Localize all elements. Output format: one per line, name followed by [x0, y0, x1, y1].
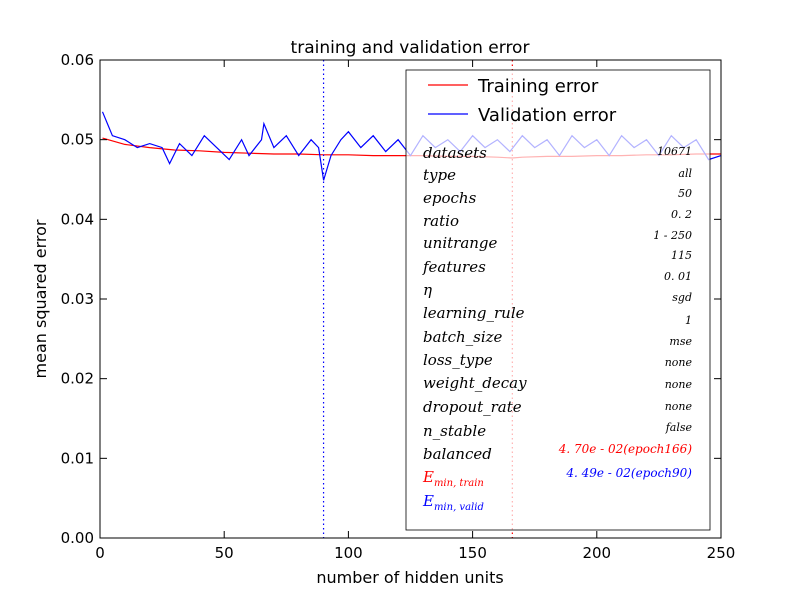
y-tick-label: 0.01 — [61, 449, 94, 467]
param-name-6: η — [423, 281, 432, 299]
param-value-13: false — [665, 421, 693, 434]
param-value-9: mse — [669, 335, 692, 348]
param-name-10: weight_decay — [423, 374, 527, 392]
chart-title: training and validation error — [291, 38, 530, 58]
y-tick-label: 0.02 — [61, 370, 94, 388]
y-tick-label: 0.03 — [61, 290, 94, 308]
param-value-5: 115 — [671, 249, 692, 262]
e-min-train-label: Emin, train — [422, 468, 484, 489]
y-tick-label: 0.06 — [61, 51, 94, 69]
tick-layer: 0 50 100 150 200 2500.000.010.020.030.040.050… — [61, 51, 736, 562]
param-value-2: 50 — [678, 187, 692, 200]
param-name-1: type — [423, 166, 456, 184]
e-min-valid-value: 4. 49e - 02(epoch90) — [565, 466, 692, 480]
param-name-7: learning_rule — [423, 304, 525, 322]
param-name-8: batch_size — [423, 328, 503, 346]
legend: Training error Validation error — [405, 69, 711, 531]
param-value-3: 0. 2 — [671, 208, 692, 221]
param-name-0: datasets — [423, 144, 487, 162]
param-value-8: 1 — [685, 314, 692, 327]
y-tick-label: 0.05 — [61, 131, 94, 149]
param-name-5: features — [422, 258, 486, 276]
param-value-12: none — [665, 400, 693, 413]
y-tick-label: 0.04 — [61, 210, 94, 228]
param-value-0: 10671 — [657, 145, 692, 158]
x-tick-label: 150 — [458, 544, 487, 562]
param-name-3: ratio — [423, 212, 459, 230]
param-name-13: balanced — [423, 445, 492, 463]
x-tick-label: 200 — [582, 544, 611, 562]
x-tick-label: 100 — [334, 544, 363, 562]
param-value-1: all — [678, 167, 692, 180]
param-value-10: none — [665, 356, 693, 369]
param-value-11: none — [665, 378, 693, 391]
x-axis-label: number of hidden units — [316, 568, 503, 587]
x-tick-label: 50 — [215, 544, 234, 562]
x-tick-label: 250 — [707, 544, 736, 562]
legend-training-label: Training error — [477, 76, 599, 97]
param-value-7: sgd — [672, 291, 692, 304]
e-min-train-value: 4. 70e - 02(epoch166) — [558, 442, 693, 456]
param-value-4: 1 - 250 — [653, 229, 692, 242]
legend-validation-label: Validation error — [478, 105, 617, 126]
param-name-9: loss_type — [423, 351, 493, 369]
legend-box — [405, 69, 711, 531]
param-name-4: unitrange — [423, 234, 498, 252]
param-value-6: 0. 01 — [664, 270, 692, 283]
x-tick-label: 0 — [95, 544, 105, 562]
annotation-block: datasets 10671 type all epochs 50 ratio 0. 2 uni… — [422, 144, 692, 513]
y-axis-label: mean squared error — [31, 219, 50, 378]
param-name-2: epochs — [423, 189, 477, 207]
param-name-12: n_stable — [423, 422, 486, 440]
e-min-valid-label: Emin, valid — [422, 492, 484, 513]
param-name-11: dropout_rate — [423, 398, 522, 416]
y-tick-label: 0.00 — [61, 529, 94, 547]
